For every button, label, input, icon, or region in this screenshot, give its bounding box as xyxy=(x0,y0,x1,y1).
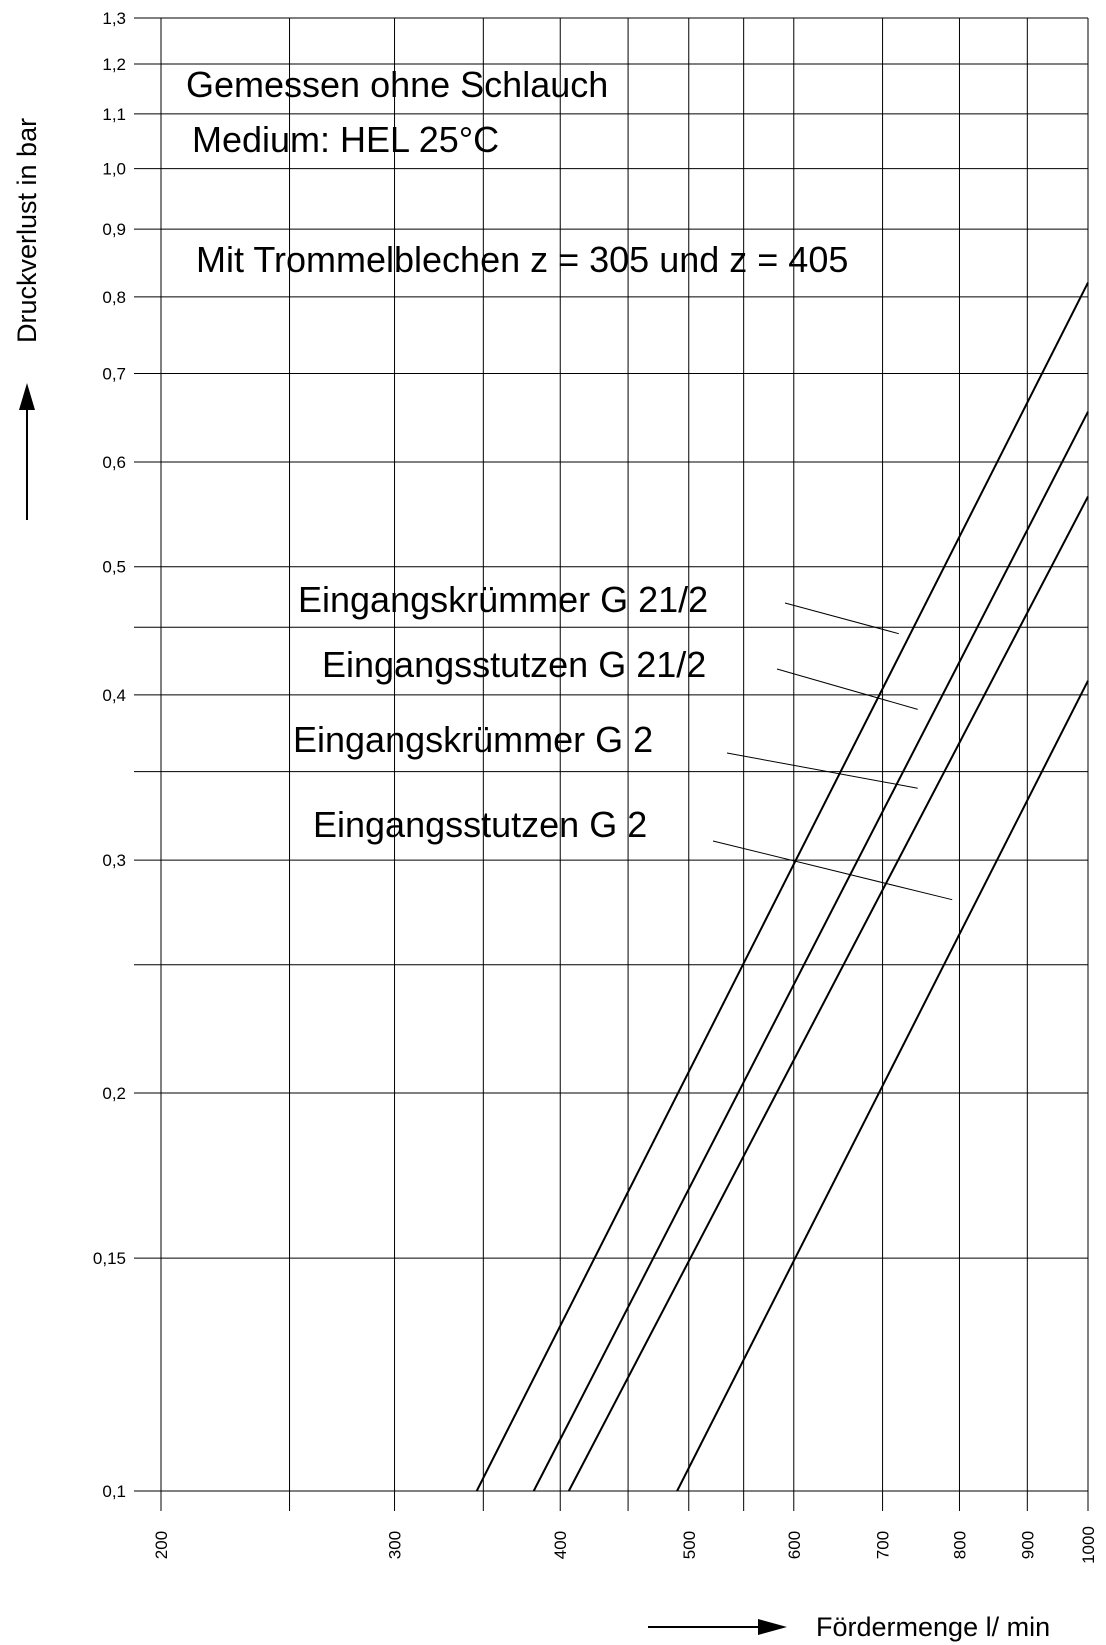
series-label-eingangskruemmer-g212: Eingangskrümmer G 21/2 xyxy=(298,579,708,620)
x-tick-label: 400 xyxy=(551,1531,570,1559)
annotation-measured: Gemessen ohne Schlauch xyxy=(186,64,608,105)
y-tick-label: 0,9 xyxy=(102,220,126,239)
x-tick-labels: 200 300 400 500 600 700 800 900 1000 xyxy=(152,1526,1098,1564)
y-tick-label: 0,1 xyxy=(102,1482,126,1501)
series-label-eingangsstutzen-g2: Eingangsstutzen G 2 xyxy=(313,804,647,845)
series-label-eingangskruemmer-g2: Eingangskrümmer G 2 xyxy=(293,719,653,760)
y-tick-label: 0,3 xyxy=(102,851,126,870)
x-tick-label: 300 xyxy=(386,1531,405,1559)
y-tick-label: 1,2 xyxy=(102,55,126,74)
y-tick-label: 0,2 xyxy=(102,1084,126,1103)
y-tick-label: 0,8 xyxy=(102,288,126,307)
leader-line-3 xyxy=(726,752,918,789)
y-tick-labels: 0,1 0,15 0,2 0,3 0,4 0,5 0,6 0,7 0,8 0,9 1,0 1,1 1,2… xyxy=(93,9,126,1501)
x-tick-label: 600 xyxy=(785,1531,804,1559)
annotations: Gemessen ohne Schlauch Medium: HEL 25°C … xyxy=(186,64,848,280)
x-axis-arrow-head xyxy=(758,1619,787,1635)
series-line-1 xyxy=(475,282,1089,1492)
leader-line-4 xyxy=(712,840,953,901)
series-lines xyxy=(475,282,1089,1492)
leader-line-2 xyxy=(776,668,918,710)
y-tick-label: 0,7 xyxy=(102,365,126,384)
series-line-3 xyxy=(567,496,1089,1492)
annotation-medium: Medium: HEL 25°C xyxy=(192,119,499,160)
y-tick-label: 1,0 xyxy=(102,160,126,179)
leader-line-1 xyxy=(784,602,899,635)
y-tick-label: 0,4 xyxy=(102,686,126,705)
x-tick-label: 900 xyxy=(1018,1531,1037,1559)
series-labels: Eingangskrümmer G 21/2 Eingangsstutzen G… xyxy=(293,579,708,845)
series-line-2 xyxy=(532,411,1089,1492)
y-tick-label: 1,3 xyxy=(102,9,126,28)
leader-lines xyxy=(712,602,953,901)
y-tick-label: 0,5 xyxy=(102,558,126,577)
series-line-4 xyxy=(676,680,1089,1492)
y-tick-label: 0,6 xyxy=(102,453,126,472)
y-axis-label: Druckverlust in bar xyxy=(12,118,42,343)
x-tick-label: 200 xyxy=(152,1531,171,1559)
axis-labels: Druckverlust in bar Fördermenge l/ min xyxy=(12,118,1050,1642)
annotation-drum-plates: Mit Trommelblechen z = 305 und z = 405 xyxy=(196,239,848,280)
y-tick-label: 0,15 xyxy=(93,1249,126,1268)
x-tick-label: 700 xyxy=(874,1531,893,1559)
y-axis-arrow-head xyxy=(19,383,35,410)
y-tick-label: 1,1 xyxy=(102,105,126,124)
x-tick-label: 800 xyxy=(950,1531,969,1559)
series-label-eingangsstutzen-g212: Eingangsstutzen G 21/2 xyxy=(322,644,706,685)
x-tick-label: 500 xyxy=(680,1531,699,1559)
x-tick-label: 1000 xyxy=(1079,1526,1098,1564)
x-axis-label: Fördermenge l/ min xyxy=(816,1612,1050,1642)
grid xyxy=(134,17,1089,1511)
